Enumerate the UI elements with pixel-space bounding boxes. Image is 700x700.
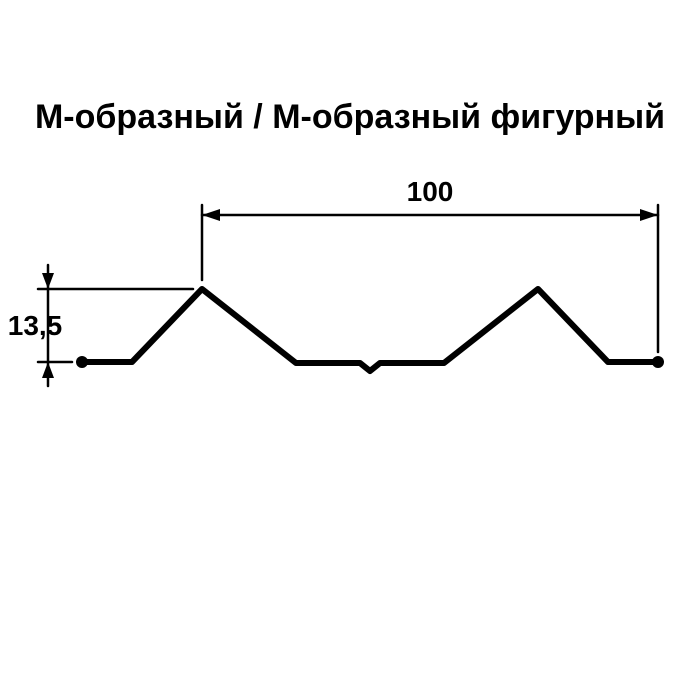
profile-end-dot-left [76, 356, 88, 368]
dim-width-arrow-right [640, 209, 658, 221]
dim-height-arrow-bottom [42, 362, 54, 378]
dimension-width-label: 100 [380, 176, 480, 208]
m-profile-outline [82, 289, 658, 371]
diagram-svg [0, 0, 700, 700]
diagram-container: М-образный / М-образный фигурный 100 13,… [0, 0, 700, 700]
profile-end-dot-right [652, 356, 664, 368]
dim-width-arrow-left [202, 209, 220, 221]
dimension-height-label: 13,5 [0, 310, 70, 342]
dim-height-arrow-top [42, 273, 54, 289]
